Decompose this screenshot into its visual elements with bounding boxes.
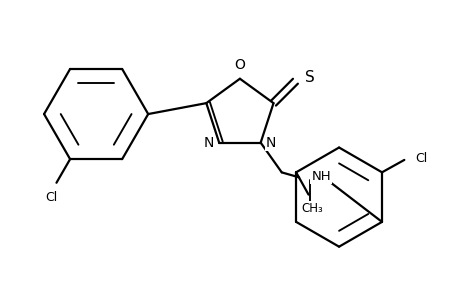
Text: Cl: Cl: [45, 191, 57, 204]
Text: N: N: [203, 136, 214, 150]
Text: S: S: [305, 70, 314, 85]
Text: CH₃: CH₃: [301, 202, 322, 215]
Text: Cl: Cl: [414, 152, 427, 165]
Text: NH: NH: [311, 169, 330, 183]
Text: O: O: [234, 58, 245, 72]
Text: N: N: [265, 136, 275, 150]
